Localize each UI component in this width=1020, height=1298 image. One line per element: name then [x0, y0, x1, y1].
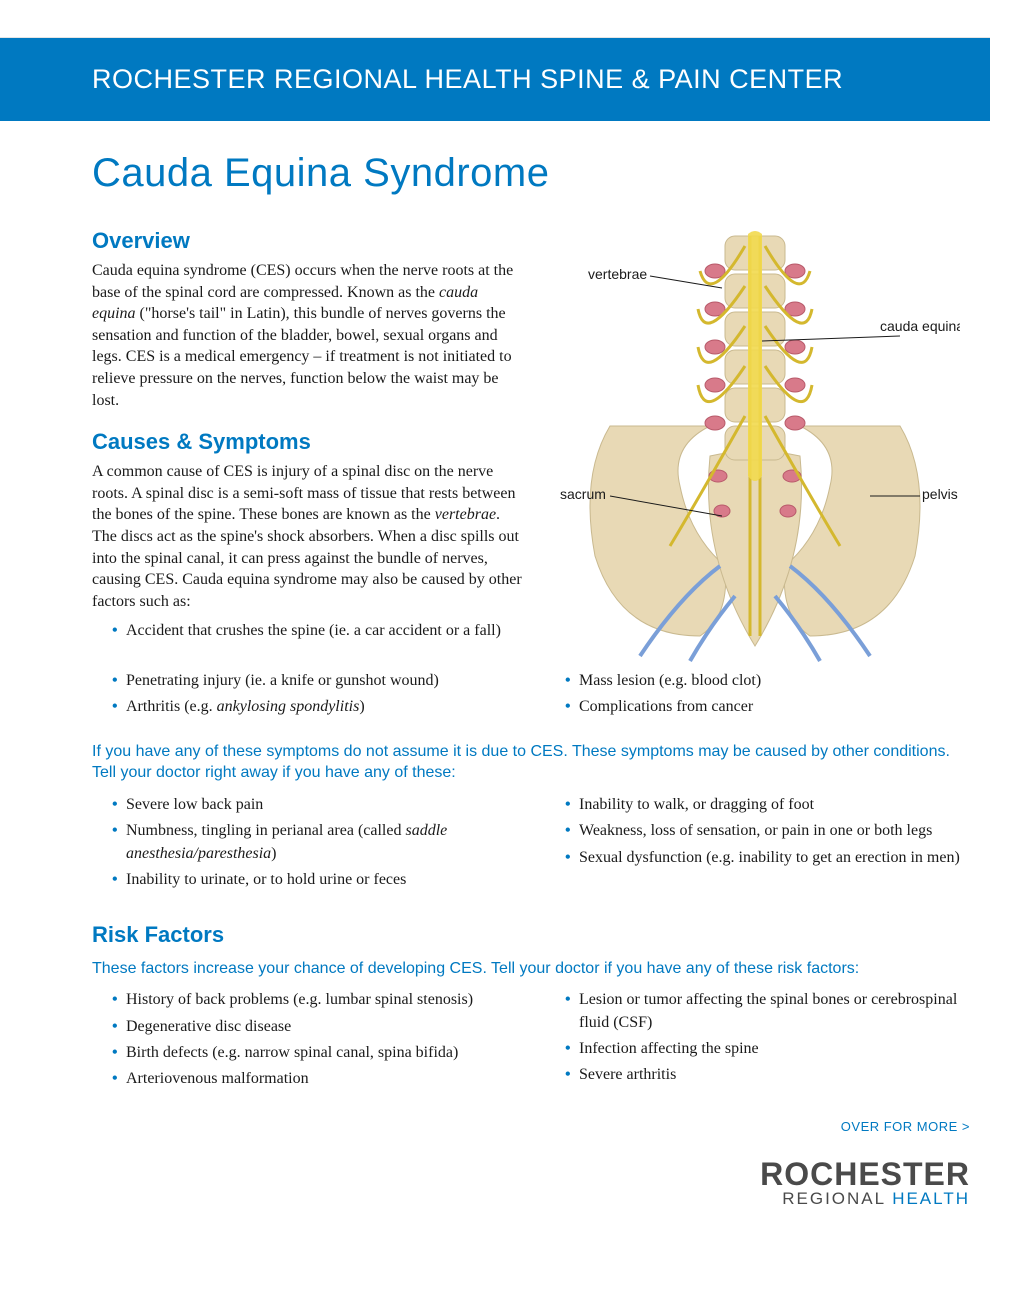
- label-vertebrae: vertebrae: [588, 266, 647, 282]
- nerve-core: [748, 231, 762, 481]
- label-cauda-equina: cauda equina: [880, 318, 960, 334]
- list-item: Degenerative disc disease: [112, 1016, 525, 1038]
- top-two-column: Overview Cauda equina syndrome (CES) occ…: [92, 210, 978, 666]
- causes-list-left: Penetrating injury (ie. a knife or gunsh…: [92, 670, 525, 723]
- left-text-column: Overview Cauda equina syndrome (CES) occ…: [92, 210, 522, 651]
- logo-line-2a: REGIONAL: [782, 1189, 892, 1208]
- header-bar: ROCHESTER REGIONAL HEALTH SPINE & PAIN C…: [0, 38, 990, 121]
- overview-text-b: ("horse's tail" in Latin), this bundle o…: [92, 305, 512, 408]
- anatomy-diagram: vertebrae cauda equina sacrum pelvis: [550, 216, 960, 666]
- li-text-i: ankylosing spondylitis: [217, 698, 360, 715]
- footer-logo: ROCHESTER REGIONAL HEALTH: [92, 1158, 978, 1207]
- page-title: Cauda Equina Syndrome: [92, 151, 978, 196]
- list-item: Penetrating injury (ie. a knife or gunsh…: [112, 670, 525, 692]
- causes-list-two-col: Penetrating injury (ie. a knife or gunsh…: [92, 666, 978, 731]
- pelvis-right-shape: [784, 426, 920, 636]
- logo-line-1: ROCHESTER: [92, 1158, 970, 1190]
- causes-heading: Causes & Symptoms: [92, 429, 522, 455]
- logo-line-2b: HEALTH: [892, 1189, 970, 1208]
- list-item: Accident that crushes the spine (ie. a c…: [112, 620, 522, 642]
- pelvis-left-shape: [590, 426, 726, 636]
- anatomy-svg: vertebrae cauda equina sacrum pelvis: [550, 216, 960, 666]
- list-item: Birth defects (e.g. narrow spinal canal,…: [112, 1042, 525, 1064]
- risk-callout: These factors increase your chance of de…: [92, 958, 978, 980]
- list-item: History of back problems (e.g. lumbar sp…: [112, 989, 525, 1011]
- causes-text-italic: vertebrae: [435, 506, 496, 523]
- list-item: Severe low back pain: [112, 794, 525, 816]
- causes-list-right: Mass lesion (e.g. blood clot) Complicati…: [545, 670, 978, 723]
- list-item: Lesion or tumor affecting the spinal bon…: [565, 989, 978, 1034]
- overview-paragraph: Cauda equina syndrome (CES) occurs when …: [92, 260, 522, 411]
- list-item: Inability to urinate, or to hold urine o…: [112, 869, 525, 891]
- list-item: Complications from cancer: [565, 696, 978, 718]
- symptoms-list-left: Severe low back pain Numbness, tingling …: [92, 794, 525, 896]
- symptoms-callout: If you have any of these symptoms do not…: [92, 741, 978, 784]
- label-pelvis: pelvis: [922, 486, 958, 502]
- list-item: Infection affecting the spine: [565, 1038, 978, 1060]
- list-item: Mass lesion (e.g. blood clot): [565, 670, 978, 692]
- logo-line-2: REGIONAL HEALTH: [92, 1190, 970, 1207]
- causes-list-left-narrow: Accident that crushes the spine (ie. a c…: [92, 620, 522, 642]
- header-org-text: ROCHESTER REGIONAL HEALTH SPINE & PAIN C…: [92, 64, 843, 94]
- overview-heading: Overview: [92, 228, 522, 254]
- causes-paragraph: A common cause of CES is injury of a spi…: [92, 461, 522, 612]
- list-item: Arthritis (e.g. ankylosing spondylitis): [112, 696, 525, 718]
- symptoms-list-two-col: Severe low back pain Numbness, tingling …: [92, 790, 978, 904]
- li-text-a: Numbness, tingling in perianal area (cal…: [126, 822, 405, 839]
- list-item: Numbness, tingling in perianal area (cal…: [112, 820, 525, 865]
- top-margin-strip: [0, 0, 990, 38]
- risk-list-right: Lesion or tumor affecting the spinal bon…: [545, 989, 978, 1095]
- list-item: Severe arthritis: [565, 1064, 978, 1086]
- list-item: Sexual dysfunction (e.g. inability to ge…: [565, 847, 978, 869]
- risk-heading: Risk Factors: [92, 922, 978, 948]
- risk-list-left: History of back problems (e.g. lumbar sp…: [92, 989, 525, 1095]
- li-text-b: ): [359, 698, 364, 715]
- symptoms-list-right: Inability to walk, or dragging of foot W…: [545, 794, 978, 896]
- document-content: Cauda Equina Syndrome Overview Cauda equ…: [0, 121, 1020, 1227]
- risk-list-two-col: History of back problems (e.g. lumbar sp…: [92, 985, 978, 1103]
- over-for-more: OVER FOR MORE >: [92, 1119, 970, 1134]
- list-item: Inability to walk, or dragging of foot: [565, 794, 978, 816]
- list-item: Arteriovenous malformation: [112, 1068, 525, 1090]
- li-text-a: Arthritis (e.g.: [126, 698, 217, 715]
- list-item: Weakness, loss of sensation, or pain in …: [565, 820, 978, 842]
- label-sacrum: sacrum: [560, 486, 606, 502]
- li-text-b: ): [271, 845, 276, 862]
- anatomy-column: vertebrae cauda equina sacrum pelvis: [550, 210, 978, 666]
